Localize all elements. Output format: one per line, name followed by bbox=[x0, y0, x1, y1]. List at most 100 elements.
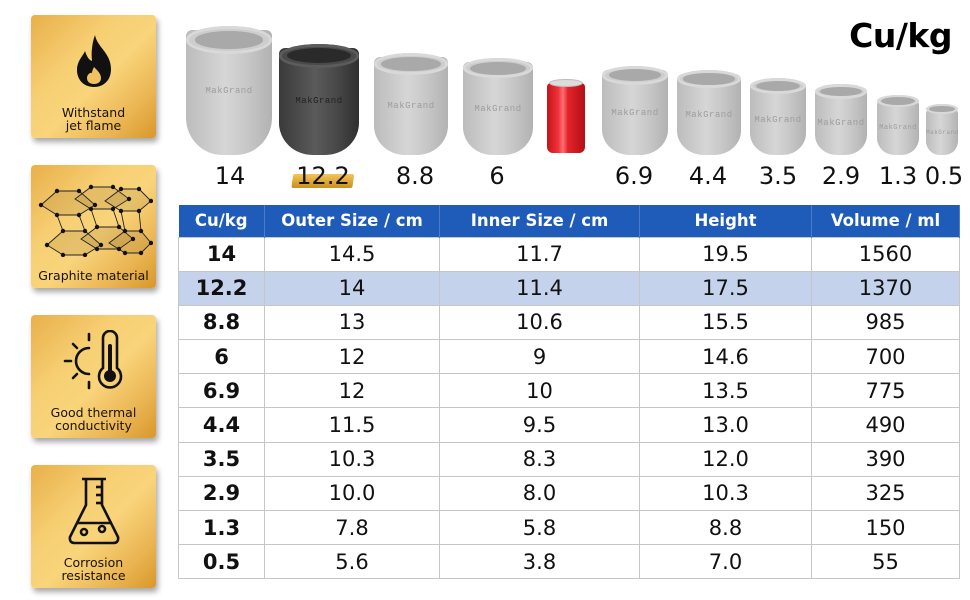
cell-volume: 775 bbox=[811, 373, 960, 409]
spec-table: Cu/kg Outer Size / cm Inner Size / cm He… bbox=[178, 205, 960, 580]
cell-inner-size: 11.7 bbox=[439, 236, 640, 272]
cell-cu-kg: 3.5 bbox=[178, 441, 265, 477]
crucible-size-label: 0.5 bbox=[924, 162, 964, 190]
sun-thermometer-icon bbox=[31, 315, 156, 406]
cell-volume: 1560 bbox=[811, 236, 960, 272]
cell-cu-kg: 14 bbox=[178, 236, 265, 272]
cell-outer-size: 13 bbox=[264, 304, 440, 341]
crucible-size-label: 3.5 bbox=[758, 162, 798, 190]
feature-label: Good thermal conductivity bbox=[50, 405, 137, 433]
cell-cu-kg: 4.4 bbox=[178, 407, 265, 443]
cell-cu-kg: 0.5 bbox=[178, 544, 265, 580]
feature-badge-jet-flame: Withstand jet flame bbox=[31, 15, 156, 138]
table-row: 14 14.5 11.7 19.5 1560 bbox=[178, 236, 960, 272]
table-row: 3.5 10.3 8.3 12.0 390 bbox=[178, 441, 960, 477]
cell-height: 15.5 bbox=[639, 304, 812, 341]
cell-volume: 700 bbox=[811, 339, 960, 375]
cell-inner-size: 11.4 bbox=[439, 270, 640, 306]
table-header-row: Cu/kg Outer Size / cm Inner Size / cm He… bbox=[178, 205, 960, 237]
table-row: 6.9 12 10 13.5 775 bbox=[178, 373, 960, 409]
crucible-size-label: 4.4 bbox=[688, 162, 728, 190]
flame-icon bbox=[31, 15, 156, 106]
header-cu-kg: Cu/kg bbox=[178, 205, 265, 237]
crucible-size-label: 6 bbox=[489, 162, 505, 190]
table-row: 0.5 5.6 3.8 7.0 55 bbox=[178, 544, 960, 580]
cell-outer-size: 11.5 bbox=[264, 407, 440, 443]
crucible-size-label: 14 bbox=[214, 162, 246, 190]
header-inner-size: Inner Size / cm bbox=[439, 205, 640, 237]
feature-badge-thermal: Good thermal conductivity bbox=[31, 315, 156, 438]
table-row: 6 12 9 14.6 700 bbox=[178, 339, 960, 375]
cell-inner-size: 8.3 bbox=[439, 441, 640, 477]
crucible-image: MakGrand bbox=[463, 58, 533, 155]
cell-volume: 1370 bbox=[811, 270, 960, 306]
cell-height: 14.6 bbox=[639, 339, 812, 375]
cell-cu-kg: 6.9 bbox=[178, 373, 265, 409]
cell-height: 7.0 bbox=[639, 544, 812, 580]
cell-outer-size: 12 bbox=[264, 339, 440, 375]
cell-outer-size: 10.3 bbox=[264, 441, 440, 477]
cell-volume: 490 bbox=[811, 407, 960, 443]
cell-volume: 55 bbox=[811, 544, 960, 580]
crucible-size-label-highlighted: 12.2 bbox=[296, 162, 350, 190]
cell-outer-size: 14 bbox=[264, 270, 440, 306]
table-row: 1.3 7.8 5.8 8.8 150 bbox=[178, 509, 960, 546]
cell-cu-kg: 1.3 bbox=[178, 509, 265, 546]
crucible-image: MakGrand bbox=[677, 70, 741, 155]
cell-inner-size: 9.5 bbox=[439, 407, 640, 443]
header-height: Height bbox=[639, 205, 812, 237]
feature-badge-corrosion: Corrosion resistance bbox=[31, 465, 156, 588]
cell-cu-kg: 6 bbox=[178, 339, 265, 375]
feature-label: Corrosion resistance bbox=[61, 555, 126, 583]
cell-inner-size: 9 bbox=[439, 339, 640, 375]
crucible-image-highlighted: MakGrand bbox=[279, 44, 359, 155]
crucible-lineup: MakGrand MakGrand MakGrand MakGrand MakG… bbox=[175, 20, 970, 200]
table-row-highlighted: 12.2 14 11.4 17.5 1370 bbox=[178, 270, 960, 306]
cell-height: 17.5 bbox=[639, 270, 812, 306]
cell-outer-size: 14.5 bbox=[264, 236, 440, 272]
cell-volume: 985 bbox=[811, 304, 960, 341]
cell-height: 8.8 bbox=[639, 509, 812, 546]
flask-icon bbox=[31, 465, 156, 556]
header-outer-size: Outer Size / cm bbox=[264, 205, 440, 237]
cell-height: 13.0 bbox=[639, 407, 812, 443]
cell-outer-size: 7.8 bbox=[264, 509, 440, 546]
cell-volume: 390 bbox=[811, 441, 960, 477]
crucible-image: MakGrand bbox=[877, 95, 919, 155]
crucible-image: MakGrand bbox=[926, 104, 958, 155]
cell-inner-size: 10 bbox=[439, 373, 640, 409]
cell-height: 19.5 bbox=[639, 236, 812, 272]
cell-inner-size: 3.8 bbox=[439, 544, 640, 580]
cell-inner-size: 8.0 bbox=[439, 475, 640, 512]
crucible-image: MakGrand bbox=[186, 26, 272, 155]
table-row: 4.4 11.5 9.5 13.0 490 bbox=[178, 407, 960, 443]
table-row: 8.8 13 10.6 15.5 985 bbox=[178, 304, 960, 341]
crucible-image: MakGrand bbox=[374, 53, 448, 155]
feature-label: Withstand jet flame bbox=[61, 105, 126, 133]
cell-outer-size: 5.6 bbox=[264, 544, 440, 580]
cell-height: 13.5 bbox=[639, 373, 812, 409]
cell-volume: 325 bbox=[811, 475, 960, 512]
cell-height: 12.0 bbox=[639, 441, 812, 477]
cell-cu-kg: 8.8 bbox=[178, 304, 265, 341]
page-title: Cu/kg bbox=[849, 16, 952, 55]
cell-volume: 150 bbox=[811, 509, 960, 546]
cell-outer-size: 10.0 bbox=[264, 475, 440, 512]
cell-inner-size: 10.6 bbox=[439, 304, 640, 341]
header-volume: Volume / ml bbox=[811, 205, 960, 237]
table-row: 2.9 10.0 8.0 10.3 325 bbox=[178, 475, 960, 512]
feature-badge-graphite: Graphite material bbox=[31, 165, 156, 288]
cell-height: 10.3 bbox=[639, 475, 812, 512]
soda-can-reference bbox=[547, 79, 585, 153]
graphite-lattice-icon bbox=[31, 165, 156, 269]
crucible-image: MakGrand bbox=[602, 66, 668, 155]
cell-cu-kg: 2.9 bbox=[178, 475, 265, 512]
crucible-size-label: 2.9 bbox=[821, 162, 861, 190]
crucible-size-label: 1.3 bbox=[878, 162, 918, 190]
crucible-image: MakGrand bbox=[815, 84, 867, 155]
cell-inner-size: 5.8 bbox=[439, 509, 640, 546]
crucible-size-label: 6.9 bbox=[614, 162, 654, 190]
feature-label: Graphite material bbox=[38, 268, 149, 283]
crucible-image: MakGrand bbox=[750, 78, 806, 155]
crucible-size-label: 8.8 bbox=[395, 162, 435, 190]
